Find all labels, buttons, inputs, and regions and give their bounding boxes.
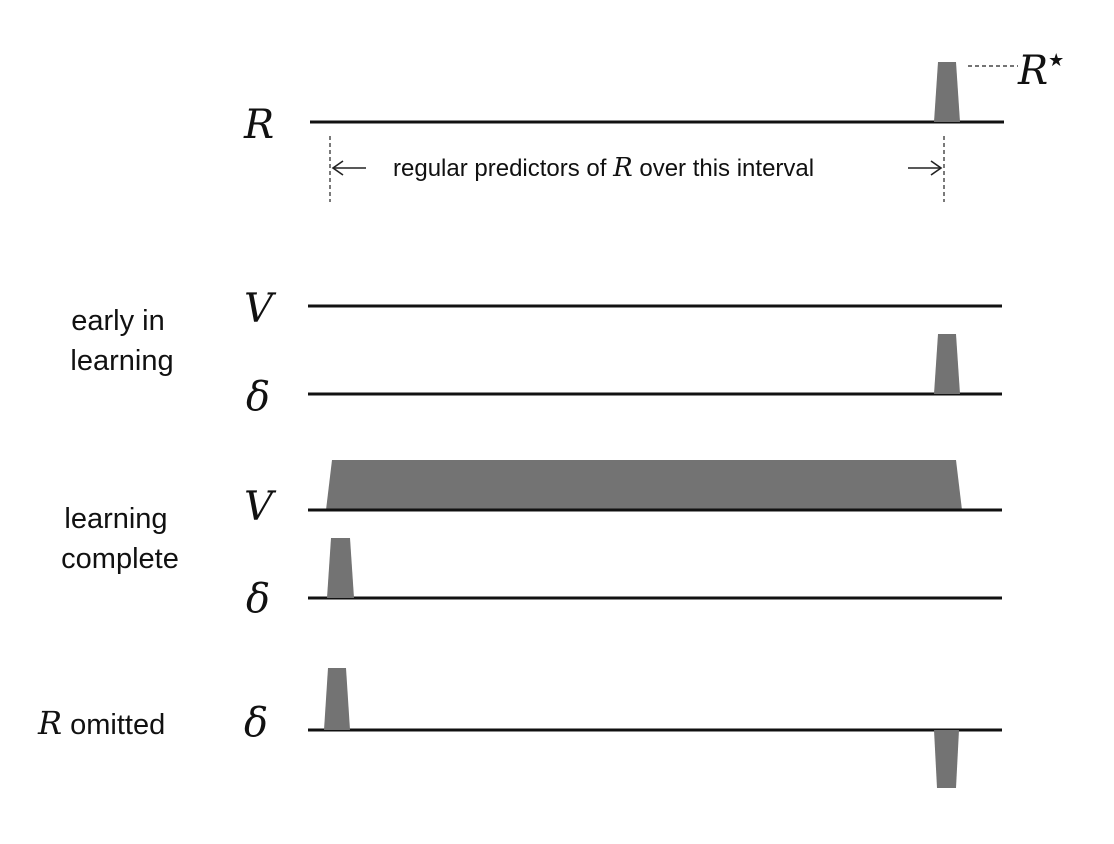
interval-annotation: regular predictors of R over this interv…: [393, 153, 814, 183]
value-symbol: V: [244, 484, 277, 530]
group-learning-complete: learning complete V δ: [61, 460, 1002, 622]
delta-symbol: δ: [244, 700, 268, 746]
delta-symbol: δ: [246, 576, 270, 622]
group-label-early-in-learning: early in learning: [70, 305, 173, 377]
delta-pulse-at-onset: [327, 538, 354, 598]
group-reward-omitted: R omitted δ: [37, 668, 1002, 788]
interval-left-arrow: [331, 160, 366, 176]
delta-symbol: δ: [246, 374, 270, 420]
value-plateau: [326, 460, 962, 510]
reward-pulse: [934, 62, 960, 122]
value-symbol: V: [244, 286, 277, 332]
reward-row: R R★ regular predictors of R over this i…: [243, 48, 1064, 202]
delta-dip-at-reward: [934, 730, 959, 788]
reward-row-symbol: R: [243, 102, 274, 148]
group-label-learning-complete: learning complete: [61, 503, 179, 575]
delta-pulse-at-onset: [324, 668, 350, 730]
group-early-in-learning: early in learning V δ: [70, 286, 1002, 420]
group-label-reward-omitted: R omitted: [37, 704, 165, 742]
interval-right-arrow: [908, 160, 943, 176]
delta-pulse-at-reward: [934, 334, 960, 394]
peak-label: R★: [1017, 48, 1064, 94]
